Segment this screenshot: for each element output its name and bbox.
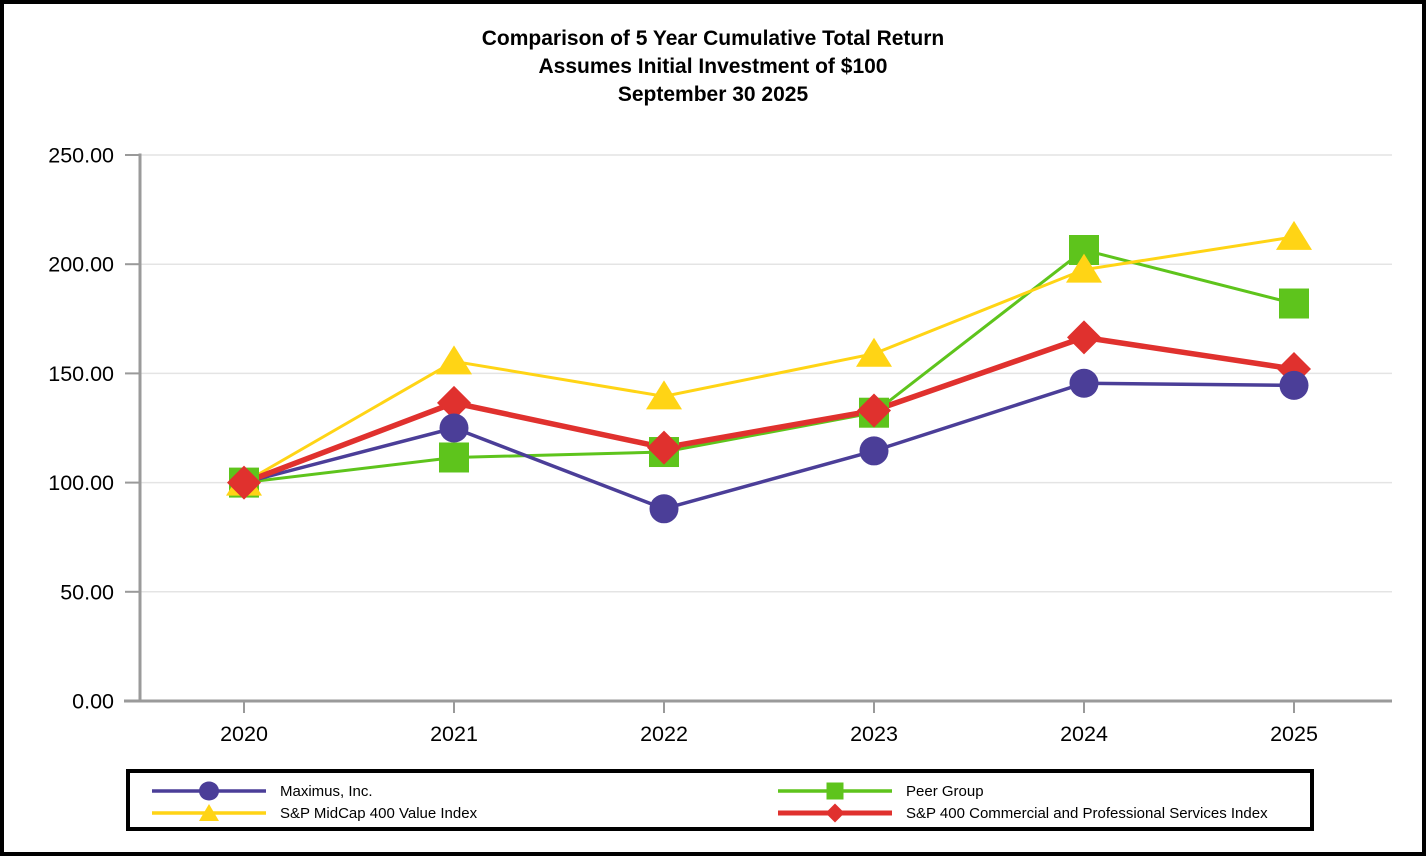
- y-tick-label: 0.00: [72, 690, 114, 714]
- legend-label: S&P 400 Commercial and Professional Serv…: [906, 804, 1268, 822]
- x-tick-label: 2024: [1060, 722, 1108, 746]
- legend-entry-sp-400-commercial-professional-services-index: S&P 400 Commercial and Professional Serv…: [776, 802, 1268, 824]
- marker-diamond-sp-400-commercial-professional-services-index: [437, 385, 471, 420]
- legend-label: Maximus, Inc.: [280, 782, 373, 800]
- series-line-sp-midcap-400-value-index: [243, 235, 1295, 484]
- marker-diamond-sp-400-commercial-professional-services-index: [1067, 320, 1101, 355]
- legend-sample-marker: [199, 781, 219, 801]
- marker-triangle-sp-midcap-400-value-index: [436, 345, 472, 375]
- marker-circle-maximus: [649, 494, 679, 524]
- legend-entry-peer-group: Peer Group: [776, 780, 984, 802]
- marker-circle-maximus: [1069, 368, 1099, 398]
- x-tick-label: 2023: [850, 722, 898, 746]
- legend-sample-marker: [199, 804, 219, 821]
- marker-diamond-sp-400-commercial-professional-services-index: [857, 393, 891, 428]
- legend: Maximus, Inc. Peer Group S&P MidCap 400 …: [126, 769, 1314, 831]
- legend-entry-sp-midcap-400-value-index: S&P MidCap 400 Value Index: [150, 802, 477, 824]
- chart-title-line1: Comparison of 5 Year Cumulative Total Re…: [481, 27, 945, 50]
- legend-label: S&P MidCap 400 Value Index: [280, 804, 478, 822]
- marker-triangle-sp-midcap-400-value-index: [646, 380, 682, 410]
- marker-square-peer-group: [1279, 288, 1309, 319]
- legend-line-square-icon: [778, 782, 892, 800]
- legend-sample-marker: [825, 803, 845, 823]
- y-tick-label: 250.00: [48, 144, 114, 168]
- x-tick-label: 2022: [640, 722, 688, 746]
- y-tick-label: 200.00: [48, 253, 114, 277]
- legend-line-diamond-icon: [778, 803, 892, 823]
- series-line-peer-group: [243, 248, 1295, 485]
- y-tick-label: 50.00: [60, 580, 114, 604]
- chart-title-line2: Assumes Initial Investment of $100: [538, 55, 888, 78]
- marker-circle-maximus: [859, 436, 889, 466]
- series-line-sp-400-commercial-professional-services-index: [243, 334, 1295, 486]
- legend-sample-marker: [826, 782, 844, 800]
- marker-circle-maximus: [1279, 370, 1309, 400]
- x-tick-label: 2025: [1270, 722, 1318, 746]
- marker-triangle-sp-midcap-400-value-index: [1276, 220, 1312, 250]
- marker-diamond-sp-400-commercial-professional-services-index: [227, 465, 261, 500]
- chart-title: Comparison of 5 Year Cumulative Total Re…: [4, 25, 1422, 109]
- marker-diamond-sp-400-commercial-professional-services-index: [647, 430, 681, 465]
- y-tick-label: 150.00: [48, 362, 114, 386]
- legend-label: Peer Group: [906, 782, 984, 800]
- legend-entry-maximus: Maximus, Inc.: [150, 780, 373, 802]
- cumulative-return-line-chart: 0.00 50.00 100.00 150.00 200.00 250.00 2020 202…: [48, 144, 1392, 746]
- marker-circle-maximus: [439, 413, 469, 443]
- x-tick-label: 2021: [430, 722, 478, 746]
- chart-title-line3: September 30 2025: [617, 83, 809, 106]
- marker-square-peer-group: [439, 442, 469, 473]
- x-tick-label: 2020: [220, 722, 268, 746]
- series-line-maximus: [243, 381, 1295, 511]
- marker-triangle-sp-midcap-400-value-index: [856, 337, 892, 367]
- marker-triangle-sp-midcap-400-value-index: [1066, 253, 1102, 283]
- y-tick-label: 100.00: [48, 471, 114, 495]
- legend-line-circle-icon: [152, 781, 266, 801]
- legend-line-triangle-icon: [152, 804, 266, 821]
